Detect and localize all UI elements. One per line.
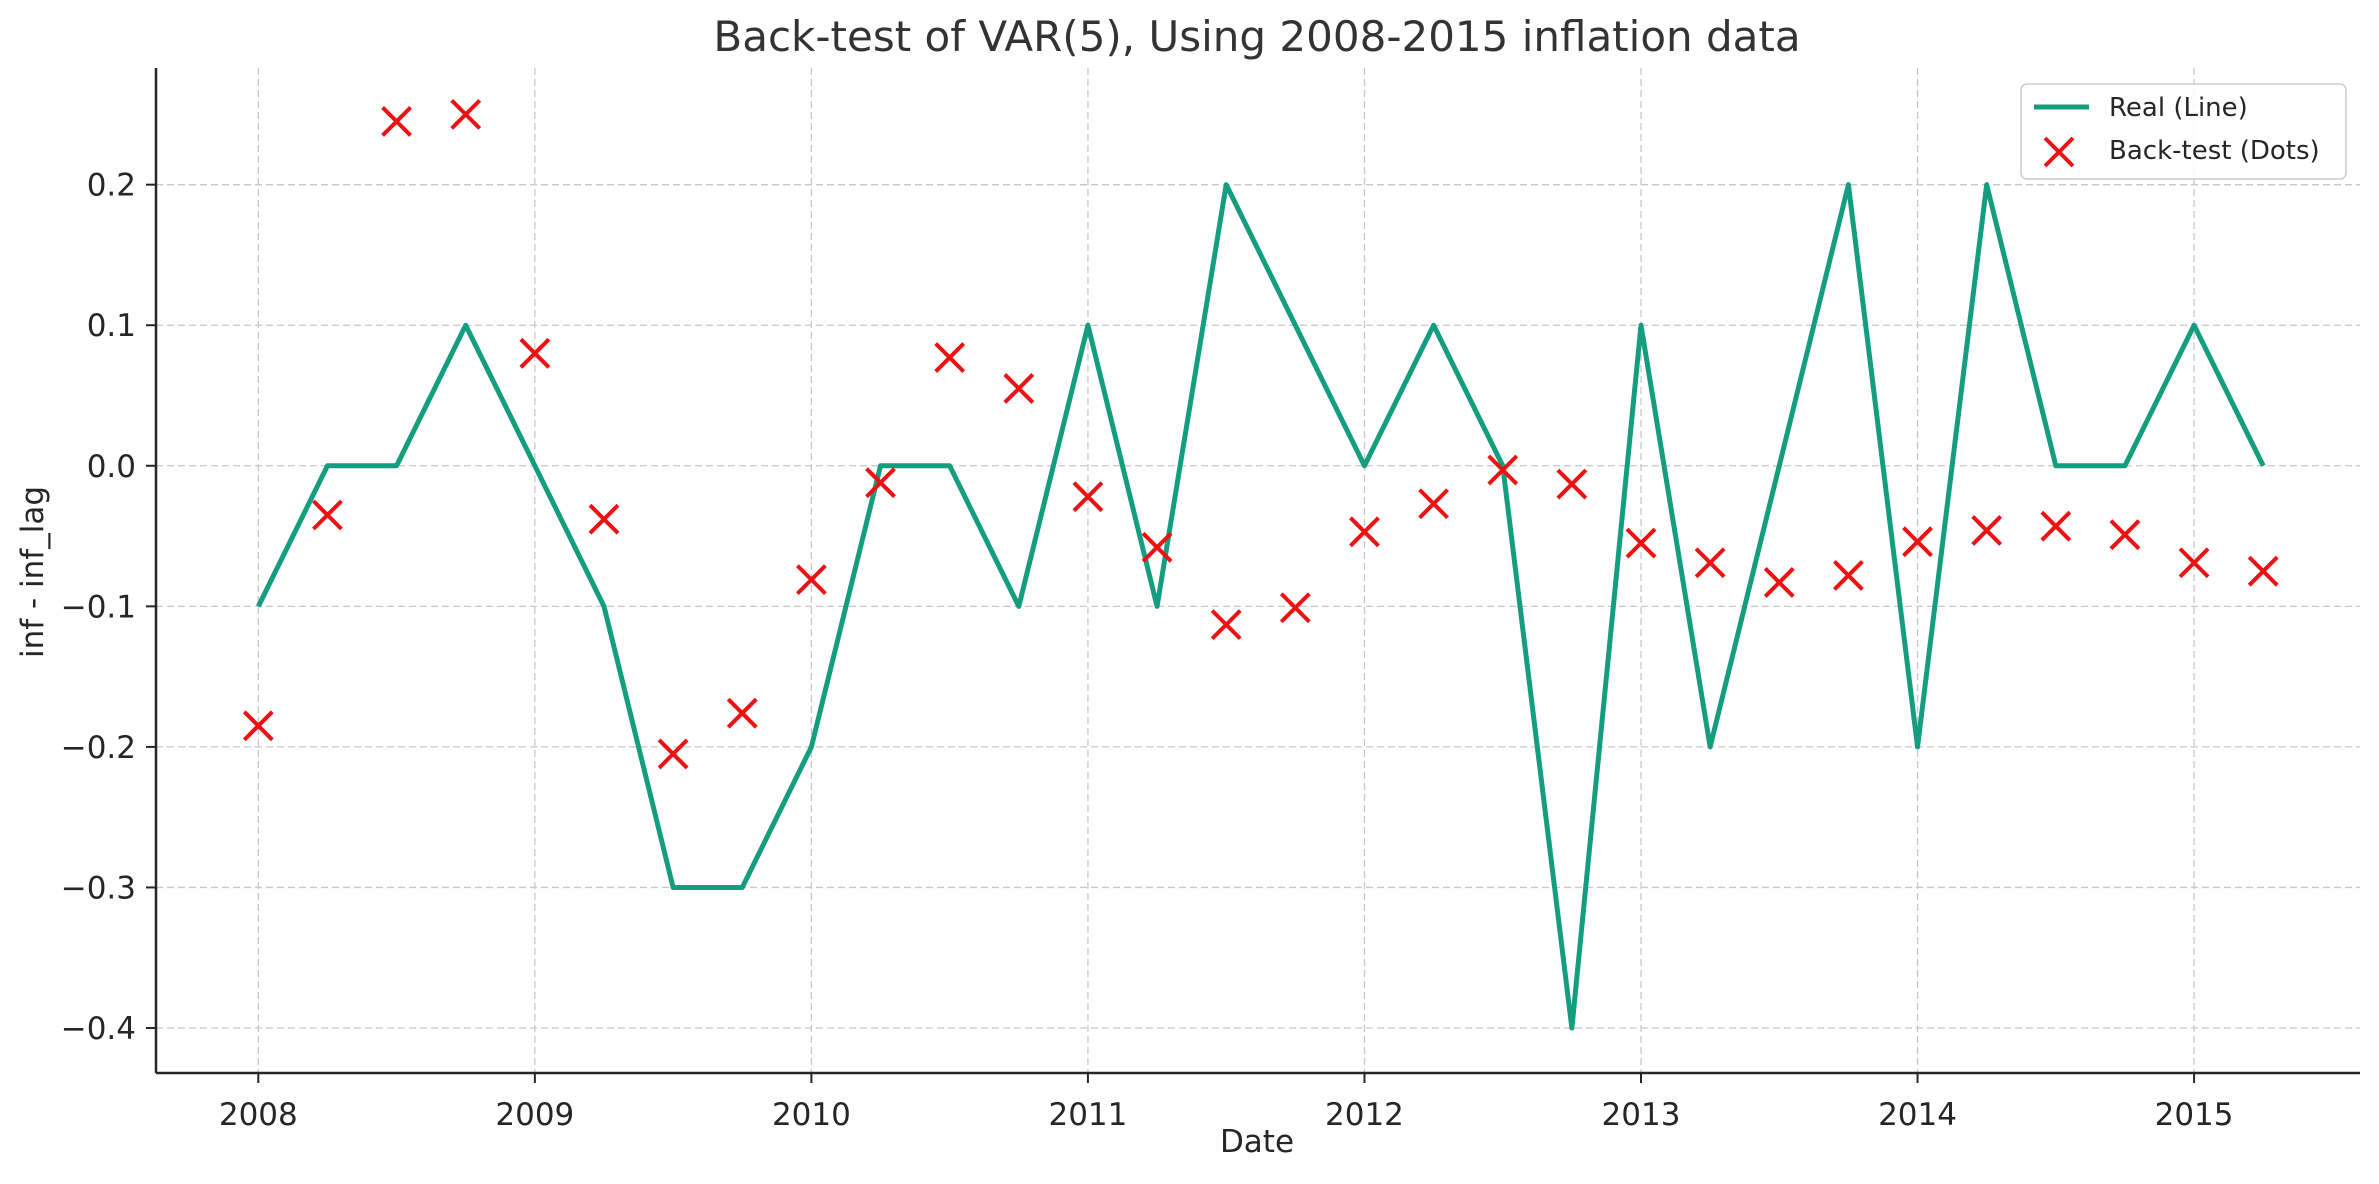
legend-box — [2020, 83, 2347, 180]
backtest-point — [450, 98, 482, 130]
backtest-point — [1349, 516, 1380, 548]
x-tick-label: 2012 — [1325, 1097, 1404, 1133]
backtest-point — [2040, 510, 2072, 542]
x-tick-label: 2008 — [219, 1097, 298, 1133]
backtest-point — [2247, 555, 2279, 587]
backtest-point — [2109, 519, 2141, 551]
backtest-point — [1971, 515, 2003, 546]
backtest-point — [519, 337, 551, 369]
backtest-point — [1141, 531, 1173, 563]
backtest-point — [312, 499, 343, 531]
y-tick-label: −0.1 — [61, 589, 136, 625]
backtest-point — [726, 697, 758, 729]
legend-label-real: Real (Line) — [2109, 93, 2248, 123]
axes: 2008 2009 2010 2011 2012 2013 2014 2015 0.2 0.1 0.… — [61, 68, 2360, 1133]
x-tick-label: 2013 — [1602, 1097, 1681, 1133]
x-tick-label: 2014 — [1878, 1097, 1957, 1133]
x-tick-label: 2015 — [2155, 1097, 2234, 1133]
backtest-point — [1003, 373, 1035, 404]
series-line-real — [256, 182, 2266, 1031]
backtest-point — [865, 467, 896, 499]
backtest-point — [795, 564, 827, 596]
y-tick-label: 0.2 — [87, 168, 136, 204]
backtest-point — [1902, 526, 1933, 558]
x-axis-label: Date — [1220, 1124, 1294, 1160]
chart-title: Back-test of VAR(5), Using 2008-2015 inf… — [713, 12, 1800, 61]
y-tick-label: −0.3 — [61, 870, 136, 906]
backtest-point — [588, 503, 620, 535]
plot-area — [242, 98, 2279, 1031]
backtest-point — [1694, 547, 1726, 579]
backtest-point — [657, 738, 689, 770]
backtest-point — [381, 105, 413, 137]
x-tick-label: 2011 — [1048, 1097, 1127, 1133]
y-tick-label: 0.0 — [87, 449, 136, 485]
legend: Real (Line) Back-test (Dots) — [2020, 83, 2347, 180]
legend-label-backtest: Back-test (Dots) — [2109, 136, 2320, 166]
backtest-point — [1279, 592, 1311, 624]
x-tick-label: 2009 — [495, 1097, 574, 1133]
backtest-point — [1625, 527, 1657, 559]
grid — [156, 68, 2360, 1073]
y-tick-label: −0.4 — [61, 1011, 136, 1047]
backtest-point — [1210, 609, 1242, 641]
backtest-point — [2178, 547, 2210, 579]
y-tick-label: −0.2 — [61, 730, 136, 766]
backtest-point — [1556, 468, 1588, 500]
backtest-point — [1487, 454, 1519, 486]
backtest-point — [1763, 567, 1795, 598]
y-axis-label: inf - inf_lag — [15, 486, 51, 658]
backtest-point — [1832, 560, 1864, 591]
backtest-point — [1072, 481, 1104, 513]
y-tick-label: 0.1 — [87, 308, 136, 344]
backtest-point — [242, 710, 274, 742]
backtest-point — [934, 342, 966, 373]
legend-x-marker-swatch — [2043, 136, 2075, 168]
backtest-point — [1418, 488, 1450, 520]
x-tick-label: 2010 — [772, 1097, 851, 1133]
